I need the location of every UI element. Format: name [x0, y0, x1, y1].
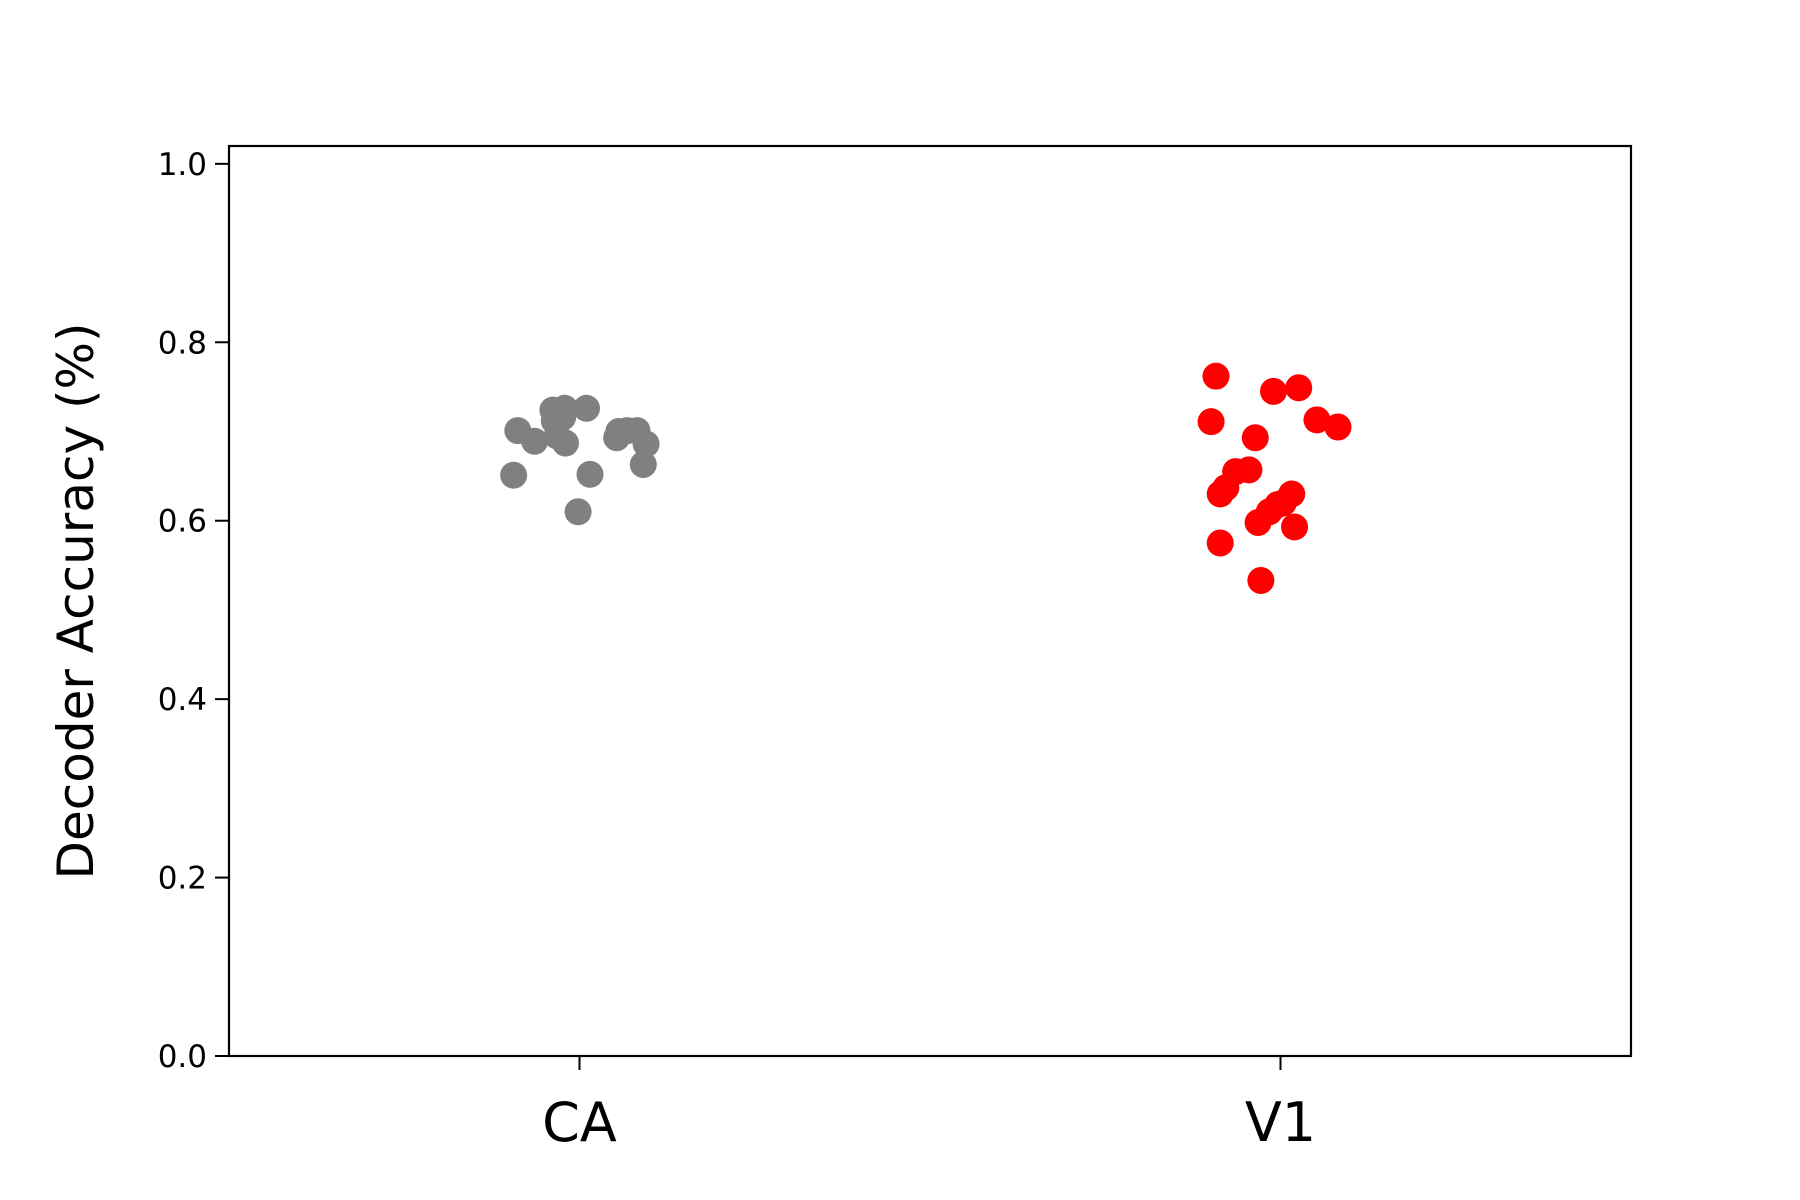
y-tick-label: 0.0	[158, 1039, 207, 1075]
x-category-label-v1: V1	[1245, 1091, 1316, 1154]
data-point-ca	[629, 451, 657, 478]
data-point-ca	[632, 430, 660, 458]
y-tick-label: 0.8	[158, 325, 207, 361]
x-axis: CA V1	[542, 1056, 1316, 1154]
data-point-v1	[1285, 374, 1313, 402]
data-point-ca	[576, 460, 604, 488]
data-point-ca	[551, 394, 579, 422]
data-point-ca	[564, 498, 592, 526]
data-point-v1	[1206, 529, 1234, 557]
data-point-ca	[500, 461, 528, 489]
data-point-v1	[1241, 424, 1269, 452]
y-tick-label: 0.2	[158, 861, 207, 897]
y-tick-label: 0.6	[158, 504, 207, 540]
data-point-v1	[1324, 413, 1352, 441]
y-tick-label: 0.4	[158, 682, 207, 718]
data-point-v1	[1281, 513, 1309, 541]
data-points	[500, 362, 1352, 594]
data-point-v1	[1247, 566, 1275, 594]
data-point-v1	[1235, 456, 1263, 484]
data-point-ca	[551, 429, 579, 457]
data-point-v1	[1278, 480, 1306, 508]
plot-area-frame	[227, 144, 1633, 1058]
y-tick-label: 1.0	[158, 147, 207, 183]
y-axis-label: Decoder Accuracy (%)	[47, 323, 105, 880]
data-point-v1	[1303, 406, 1331, 434]
data-point-ca	[521, 427, 549, 455]
data-point-v1	[1202, 362, 1230, 390]
data-point-ca	[573, 394, 601, 422]
data-point-v1	[1197, 408, 1225, 436]
data-point-v1	[1259, 377, 1287, 405]
x-category-label-ca: CA	[542, 1091, 617, 1154]
y-axis: 0.0 0.2 0.4 0.6 0.8 1.0	[158, 147, 229, 1075]
